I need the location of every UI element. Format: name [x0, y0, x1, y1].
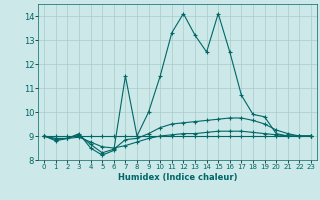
- X-axis label: Humidex (Indice chaleur): Humidex (Indice chaleur): [118, 173, 237, 182]
